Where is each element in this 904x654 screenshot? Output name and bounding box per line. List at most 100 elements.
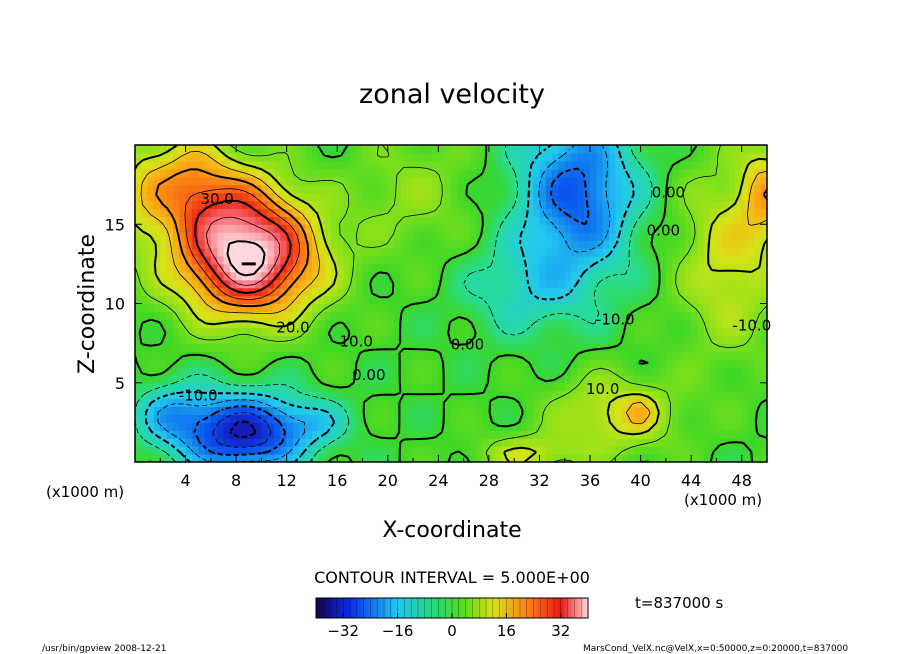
field-cell: [703, 168, 711, 178]
field-cell: [691, 168, 699, 178]
field-cell: [324, 208, 332, 217]
field-cell: [166, 374, 174, 384]
field-cell: [672, 208, 680, 217]
field-cell: [394, 240, 402, 249]
field-cell: [691, 335, 699, 344]
field-cell: [602, 200, 610, 209]
field-cell: [135, 406, 142, 416]
field-cell: [343, 216, 351, 225]
field-cell: [210, 192, 218, 202]
field-cell: [748, 145, 755, 154]
field-cell: [533, 255, 541, 265]
field-cell: [179, 168, 187, 178]
field-cell: [204, 374, 212, 384]
field-cell: [501, 208, 509, 217]
field-cell: [463, 271, 471, 281]
field-cell: [488, 327, 496, 336]
field-cell: [748, 335, 755, 344]
field-cell: [577, 366, 585, 376]
field-cell: [451, 406, 458, 416]
field-cell: [141, 184, 149, 194]
field-cell: [324, 224, 332, 233]
field-cell: [533, 271, 541, 281]
field-cell: [729, 398, 736, 408]
field-cell: [172, 303, 180, 313]
field-cell: [375, 263, 383, 273]
field-cell: [697, 406, 705, 416]
field-cell: [210, 240, 218, 249]
field-cell: [520, 248, 528, 257]
field-cell: [577, 145, 585, 154]
field-cell: [311, 422, 319, 431]
field-cell: [141, 430, 149, 439]
field-cell: [590, 351, 597, 360]
field-cell: [678, 240, 686, 249]
field-cell: [476, 366, 484, 376]
field-cell: [330, 406, 338, 416]
field-cell: [697, 374, 705, 384]
field-cell: [248, 216, 256, 225]
field-cell: [722, 311, 730, 320]
field-cell: [375, 160, 383, 170]
field-cell: [356, 327, 364, 336]
field-cell: [545, 208, 553, 217]
field-cell: [400, 366, 408, 376]
field-cell: [564, 224, 572, 233]
field-cell: [444, 184, 452, 194]
field-cell: [330, 311, 338, 320]
field-cell: [153, 176, 161, 186]
field-cell: [760, 216, 767, 225]
field-cell: [646, 406, 654, 416]
field-cell: [495, 200, 503, 209]
field-cell: [172, 406, 180, 416]
field-cell: [665, 160, 673, 170]
field-cell: [520, 446, 528, 455]
field-cell: [135, 295, 142, 305]
field-cell: [672, 438, 680, 447]
field-cell: [722, 366, 730, 376]
field-cell: [659, 208, 667, 217]
field-cell: [520, 406, 528, 416]
field-cell: [760, 366, 767, 376]
field-cell: [324, 422, 332, 431]
field-cell: [166, 454, 174, 462]
field-cell: [520, 422, 528, 431]
field-cell: [722, 295, 730, 305]
field-cell: [413, 414, 420, 423]
field-cell: [457, 335, 465, 344]
field-cell: [558, 327, 566, 336]
field-cell: [185, 390, 193, 400]
field-cell: [286, 216, 294, 225]
field-cell: [444, 287, 452, 297]
field-cell: [577, 438, 585, 447]
field-cell: [248, 184, 256, 194]
field-cell: [432, 406, 439, 416]
field-cell: [280, 414, 288, 423]
field-cell: [444, 390, 452, 400]
field-cell: [501, 287, 509, 297]
field-cell: [337, 232, 345, 241]
field-cell: [722, 216, 730, 225]
field-cell: [267, 271, 275, 281]
field-cell: [615, 152, 623, 162]
field-cell: [609, 438, 616, 447]
field-cell: [571, 319, 578, 328]
field-cell: [703, 366, 711, 376]
field-cell: [571, 358, 578, 368]
field-cell: [716, 263, 724, 273]
field-cell: [653, 295, 661, 305]
field-cell: [425, 382, 433, 392]
field-cell: [596, 271, 604, 281]
field-cell: [703, 398, 711, 408]
field-cell: [242, 414, 250, 423]
field-cell: [545, 168, 553, 178]
field-cell: [609, 406, 616, 416]
field-cell: [760, 446, 767, 455]
field-cell: [488, 406, 496, 416]
field-cell: [387, 406, 395, 416]
field-cell: [185, 271, 193, 281]
field-cell: [722, 446, 730, 455]
field-cell: [495, 295, 503, 305]
field-cell: [729, 366, 736, 376]
field-cell: [646, 271, 654, 281]
